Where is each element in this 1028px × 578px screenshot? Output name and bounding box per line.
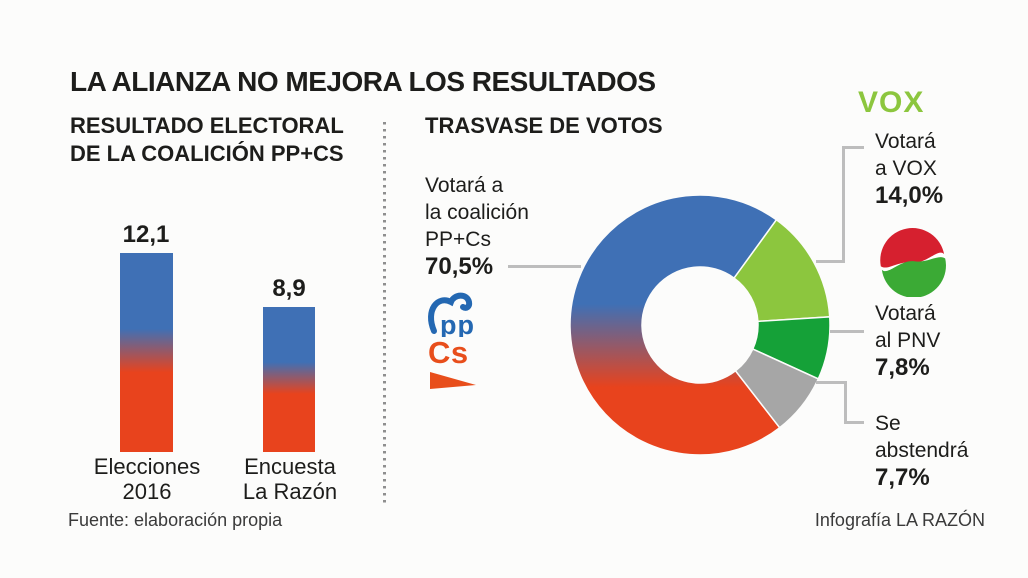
leader-line-vox-bottom [816,260,845,263]
donut-slice-coalition-ppcs [569,194,781,456]
callout-coalition-value: 70,5% [425,253,494,280]
callout-coalition-line3: PP+Cs [425,228,491,251]
leader-line-abstain-top [816,381,847,384]
bar-category-label: Elecciones 2016 [76,454,218,504]
pnv-logo-red-half [880,228,945,268]
callout-abstain-line2: abstendrá [875,439,969,462]
callout-vox-line1: Votará [875,130,936,153]
donut-slice-abstain [734,348,820,429]
pp-logo-text: pp [440,310,475,337]
callout-coalition-line2: la coalición [425,201,529,224]
bar-value-label: 8,9 [272,275,306,302]
callout-abstain: Se abstendrá 7,7% [875,410,968,492]
callout-vox-value: 14,0% [875,182,944,209]
callout-vox-line2: a VOX [875,157,937,180]
leader-line-vox-vertical [842,146,845,263]
callout-pnv: Votará al PNV 7,8% [875,300,940,382]
vox-logo-text: VOX [858,86,925,119]
bar-category-line1: Encuesta [244,454,336,479]
bar-category-line2: La Razón [242,479,338,504]
callout-coalition-line1: Votará a [425,174,504,197]
cs-logo-text: Cs [428,335,469,370]
callout-pnv-line2: al PNV [875,329,941,352]
left-heading-line2: DE LA COALICIÓN PP+CS [70,141,344,166]
source-note: Fuente: elaboración propia [68,510,283,530]
leader-line-vox-top [842,146,864,149]
pp-gaviota-icon [428,292,473,334]
bar-encuesta-la-razon [263,307,315,452]
bar-category-label: Encuesta La Razón [219,454,361,504]
page-title: LA ALIANZA NO MEJORA LOS RESULTADOS [70,66,656,97]
pnv-logo [880,228,946,297]
right-section-heading: TRASVASE DE VOTOS [425,113,663,138]
leader-line-abstain-vertical [844,381,847,424]
bar-value-label: 12,1 [122,221,170,248]
pp-logo: pp [428,292,475,337]
credit-note: Infografía LA RAZÓN [814,510,985,530]
callout-vox: Votará a VOX 14,0% [875,128,943,210]
section-divider [383,122,386,503]
donut-chart [569,194,831,456]
callout-pnv-value: 7,8% [875,354,930,381]
callout-abstain-line1: Se [875,412,901,435]
callout-pnv-line1: Votará [875,302,936,325]
bar-category-line1: Elecciones [93,454,201,479]
leader-line-pnv [830,330,864,333]
leader-line-coalition [508,265,581,268]
pnv-logo-green-half [881,257,946,297]
left-section-heading: RESULTADO ELECTORAL DE LA COALICIÓN PP+C… [70,112,344,168]
bar-elecciones-2016 [120,253,173,452]
callout-coalition: Votará a la coalición PP+Cs 70,5% [425,172,529,281]
cs-tail-shape [430,372,476,389]
callout-abstain-value: 7,7% [875,464,930,491]
left-heading-line1: RESULTADO ELECTORAL [70,113,344,138]
bar-category-line2: 2016 [122,479,172,504]
cs-logo-tail-icon [430,372,476,389]
leader-line-abstain-bottom [844,421,864,424]
